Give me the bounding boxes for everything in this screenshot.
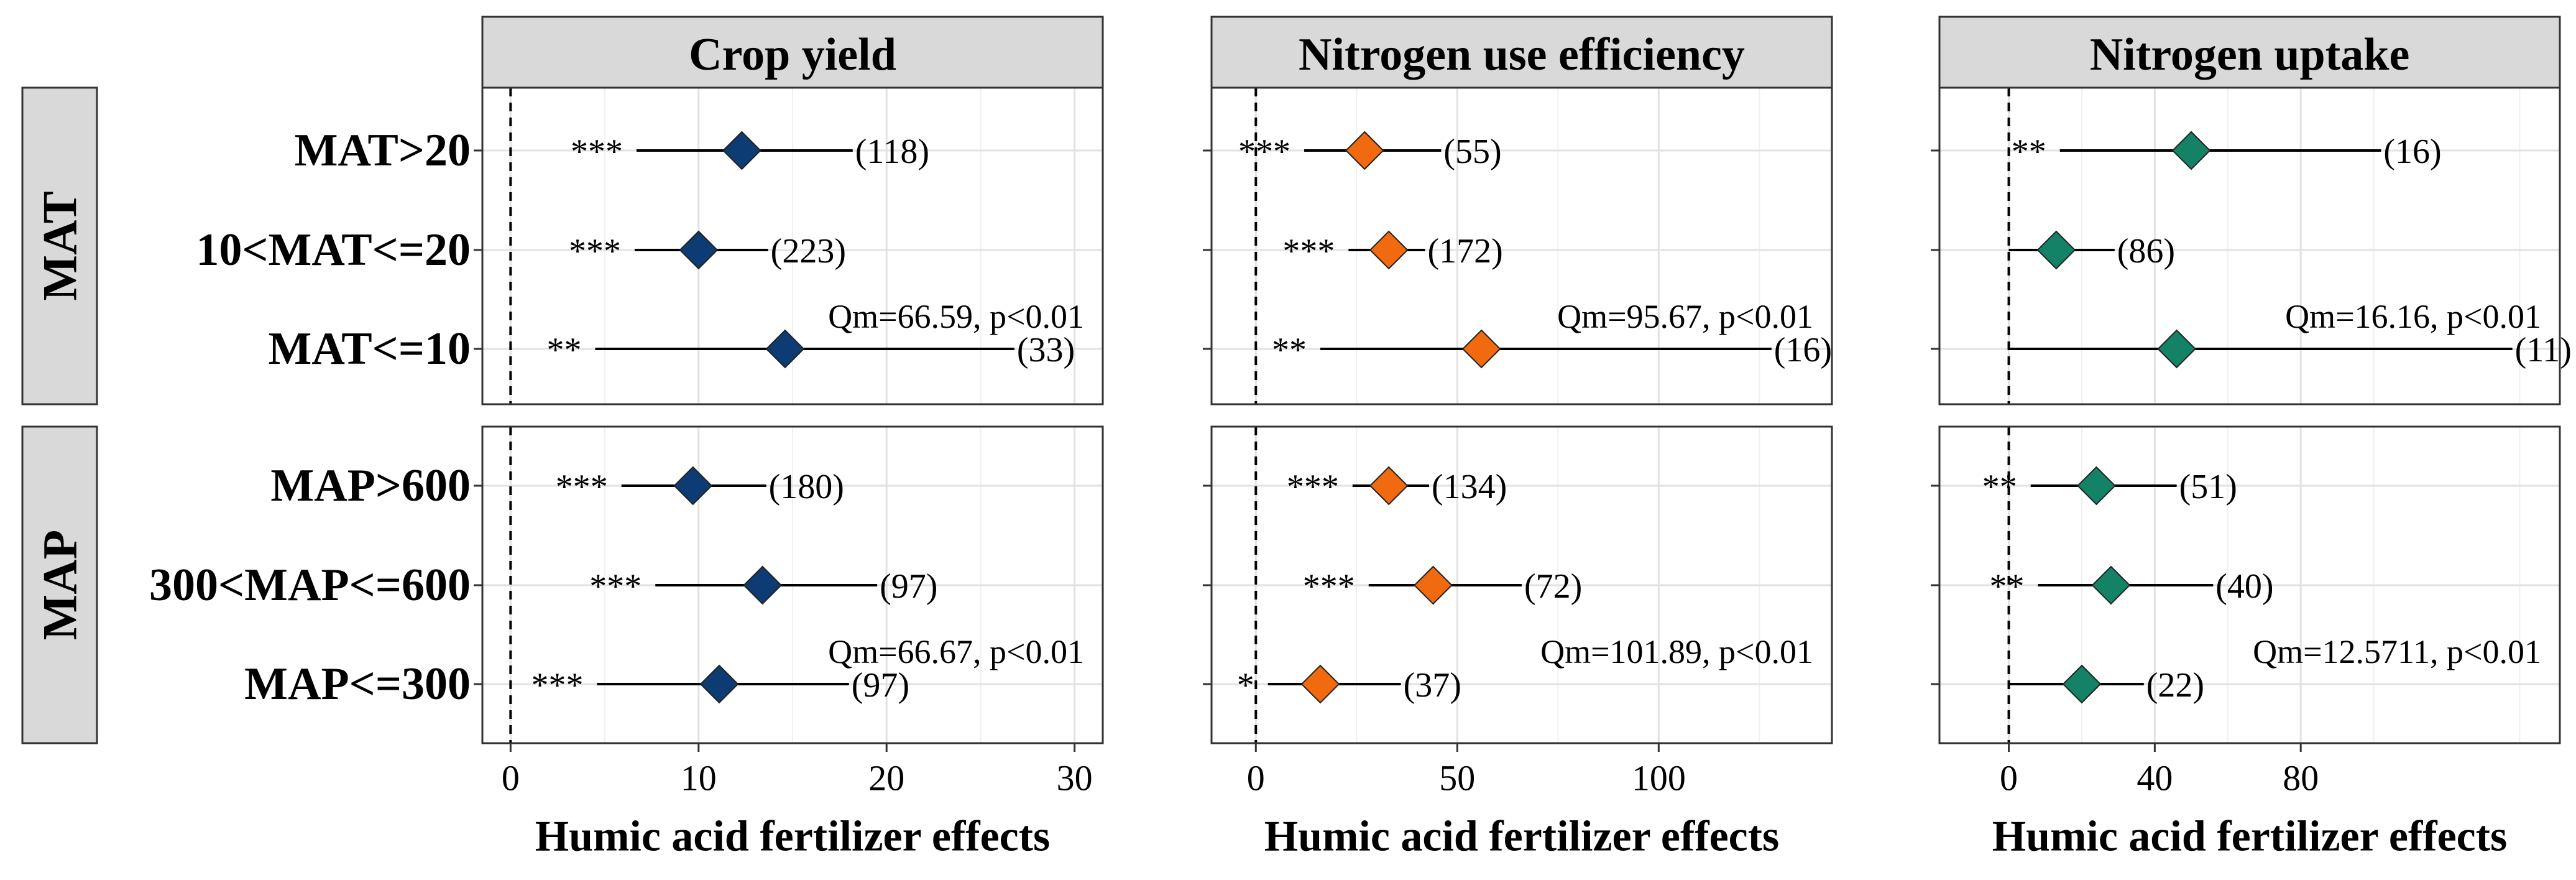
significance-label: * <box>1237 666 1254 705</box>
row-label: MAP<=300 <box>244 659 471 710</box>
panel-border <box>481 86 1104 405</box>
point-estimate-diamond <box>1300 664 1340 704</box>
x-tick-label: 100 <box>1632 758 1686 799</box>
point-estimate-diamond <box>1414 565 1453 605</box>
sample-size-label: (40) <box>2215 567 2273 606</box>
point-estimate-diamond <box>2036 230 2076 270</box>
point-estimate-diamond <box>673 466 713 506</box>
point-estimate-diamond <box>2077 466 2116 506</box>
facet-strip-map <box>21 425 98 744</box>
significance-label: ** <box>546 331 581 369</box>
sample-size-label: (11) <box>2515 331 2572 369</box>
x-axis-title: Humic acid fertilizer effects <box>1992 813 2508 861</box>
significance-label: ** <box>2012 132 2046 171</box>
point-estimate-diamond <box>1461 329 1501 369</box>
point-estimate-diamond <box>722 131 761 170</box>
qm-statistic-label: Qm=66.67, p<0.01 <box>828 633 1084 670</box>
sample-size-label: (16) <box>2383 132 2441 171</box>
significance-label: *** <box>531 666 583 705</box>
panel-title: Nitrogen uptake <box>2090 29 2410 80</box>
x-tick-label: 40 <box>2137 758 2173 799</box>
facet-label-map: MAP <box>33 530 87 641</box>
significance-label: *** <box>1287 468 1339 506</box>
sample-size-label: (86) <box>2117 232 2175 271</box>
plot-area <box>1212 88 1832 404</box>
panel-title: Nitrogen use efficiency <box>1299 29 1745 80</box>
row-label: MAT<=10 <box>269 323 471 374</box>
panel-strip <box>481 16 1104 89</box>
x-tick-label: 80 <box>2283 758 2319 799</box>
x-tick-label: 30 <box>1057 758 1093 799</box>
panel-border <box>1210 425 1833 744</box>
sample-size-label: (51) <box>2179 468 2237 506</box>
row-label: 300<MAP<=600 <box>149 560 471 611</box>
x-tick-label: 0 <box>502 758 520 799</box>
qm-statistic-label: Qm=16.16, p<0.01 <box>2285 298 2541 335</box>
sample-size-label: (134) <box>1432 468 1507 506</box>
significance-label: *** <box>1303 567 1355 606</box>
sample-size-label: (22) <box>2146 666 2204 705</box>
sample-size-label: (97) <box>852 666 909 705</box>
sample-size-label: (180) <box>769 468 844 506</box>
qm-statistic-label: Qm=12.5711, p<0.01 <box>2253 633 2541 670</box>
significance-label: ** <box>1990 567 2025 606</box>
point-estimate-diamond <box>1369 230 1409 270</box>
panel-border <box>1210 86 1833 405</box>
x-tick-label: 10 <box>681 758 717 799</box>
point-estimate-diamond <box>699 664 739 704</box>
sample-size-label: (223) <box>771 232 846 271</box>
facet-label-mat: MAT <box>33 191 87 300</box>
significance-label: *** <box>556 468 608 506</box>
sample-size-label: (172) <box>1427 232 1502 271</box>
row-label: 10<MAT<=20 <box>196 225 471 276</box>
significance-label: *** <box>569 232 621 271</box>
panel-title: Crop yield <box>689 29 896 80</box>
significance-label: *** <box>1282 232 1335 271</box>
point-estimate-diamond <box>2157 329 2197 369</box>
significance-label: *** <box>571 132 623 171</box>
qm-statistic-label: Qm=66.59, p<0.01 <box>828 298 1084 335</box>
significance-label: ** <box>1982 468 2017 506</box>
row-label: MAP>600 <box>270 460 471 511</box>
x-tick-label: 20 <box>868 758 904 799</box>
x-axis-title: Humic acid fertilizer effects <box>1264 813 1780 861</box>
significance-label: ** <box>1272 331 1307 369</box>
sample-size-label: (118) <box>855 132 929 171</box>
panel-border <box>481 425 1104 744</box>
sample-size-label: (97) <box>880 567 937 606</box>
sample-size-label: (72) <box>1524 567 1582 606</box>
sample-size-label: (55) <box>1443 132 1501 171</box>
point-estimate-diamond <box>743 565 783 605</box>
panel-strip <box>1938 16 2561 89</box>
panel-border <box>1938 86 2561 405</box>
x-tick-label: 50 <box>1439 758 1475 799</box>
point-estimate-diamond <box>679 230 719 270</box>
row-label: MAT>20 <box>295 125 471 176</box>
point-estimate-diamond <box>2062 664 2102 704</box>
significance-label: *** <box>1238 132 1290 171</box>
sample-size-label: (33) <box>1017 331 1075 369</box>
significance-label: *** <box>589 567 642 606</box>
point-estimate-diamond <box>2171 131 2211 170</box>
x-tick-label: 0 <box>2000 758 2018 799</box>
point-estimate-diamond <box>1369 466 1409 506</box>
facet-strip-mat <box>21 86 98 405</box>
panel-strip <box>1210 16 1833 89</box>
qm-statistic-label: Qm=101.89, p<0.01 <box>1540 633 1813 670</box>
sample-size-label: (16) <box>1774 331 1832 369</box>
x-axis-title: Humic acid fertilizer effects <box>535 813 1051 861</box>
point-estimate-diamond <box>765 329 805 369</box>
panel-border <box>1938 425 2561 744</box>
x-tick-label: 0 <box>1247 758 1265 799</box>
point-estimate-diamond <box>1345 131 1384 170</box>
sample-size-label: (37) <box>1404 666 1461 705</box>
qm-statistic-label: Qm=95.67, p<0.01 <box>1557 298 1813 335</box>
point-estimate-diamond <box>2091 565 2131 605</box>
